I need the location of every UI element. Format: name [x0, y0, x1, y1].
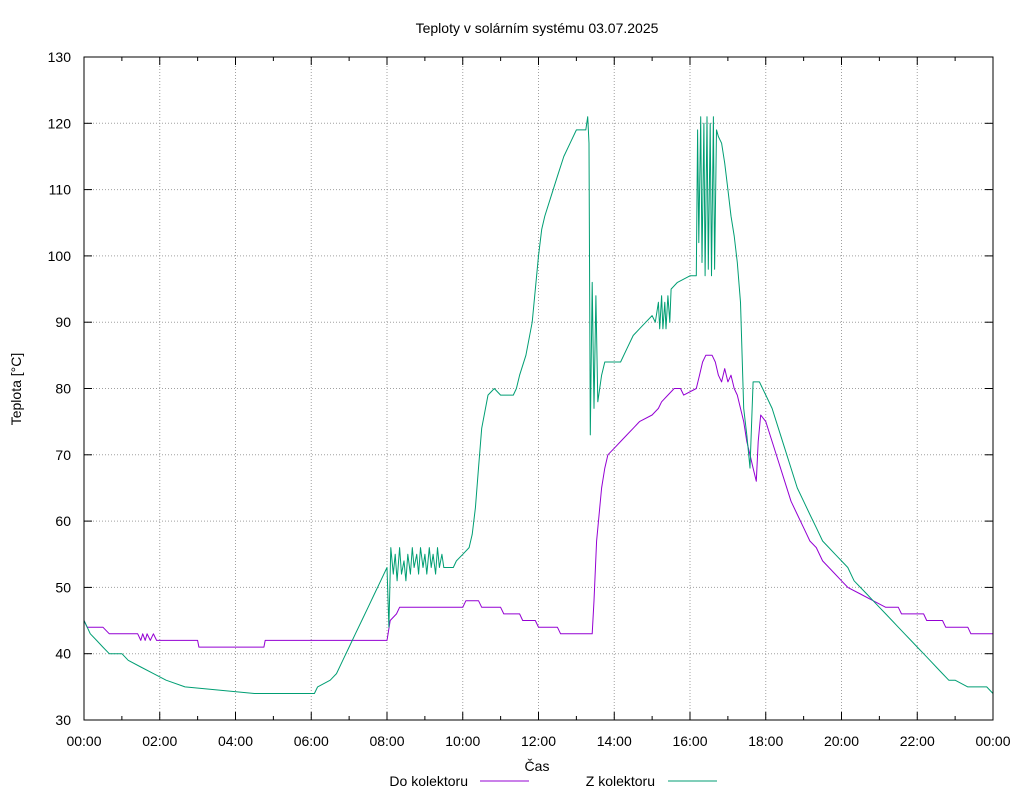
y-tick-label: 80 — [55, 381, 71, 397]
legend-label-z-kolektoru: Z kolektoru — [586, 773, 655, 789]
y-tick-label: 120 — [48, 115, 72, 131]
x-tick-label: 08:00 — [369, 733, 404, 749]
x-tick-label: 12:00 — [521, 733, 556, 749]
y-tick-label: 90 — [55, 314, 71, 330]
x-tick-label: 06:00 — [294, 733, 329, 749]
y-tick-label: 130 — [48, 49, 72, 65]
x-tick-label: 18:00 — [748, 733, 783, 749]
x-tick-label: 16:00 — [672, 733, 707, 749]
tick-labels: 30 40 50 60 70 80 90 100 110 120 130 00:00 02:00 04:0… — [48, 49, 1011, 749]
plot-frame — [83, 56, 994, 721]
x-tick-label: 04:00 — [218, 733, 253, 749]
x-tick-label: 14:00 — [597, 733, 632, 749]
x-tick-label: 00:00 — [66, 733, 101, 749]
y-tick-label: 50 — [55, 579, 71, 595]
x-tick-label: 02:00 — [142, 733, 177, 749]
y-tick-label: 70 — [55, 447, 71, 463]
x-tick-label: 22:00 — [900, 733, 935, 749]
chart-title: Teploty v solárním systému 03.07.2025 — [416, 20, 659, 36]
series-line-z-kolektoru — [83, 116, 994, 694]
y-axis-label: Teplota [°C] — [8, 353, 24, 426]
x-axis-label: Čas — [525, 758, 550, 774]
y-tick-label: 30 — [55, 712, 71, 728]
x-tick-label: 00:00 — [975, 733, 1010, 749]
y-tick-label: 100 — [48, 248, 72, 264]
legend: Do kolektoru Z kolektoru — [389, 773, 717, 789]
x-tick-label: 20:00 — [824, 733, 859, 749]
y-tick-label: 110 — [49, 182, 72, 198]
grid — [84, 57, 993, 720]
x-tick-label: 10:00 — [445, 733, 480, 749]
legend-label-do-kolektoru: Do kolektoru — [389, 773, 468, 789]
y-tick-label: 40 — [55, 646, 71, 662]
y-tick-label: 60 — [55, 513, 71, 529]
series-line-do-kolektoru — [83, 354, 993, 648]
series-layer — [83, 116, 994, 694]
